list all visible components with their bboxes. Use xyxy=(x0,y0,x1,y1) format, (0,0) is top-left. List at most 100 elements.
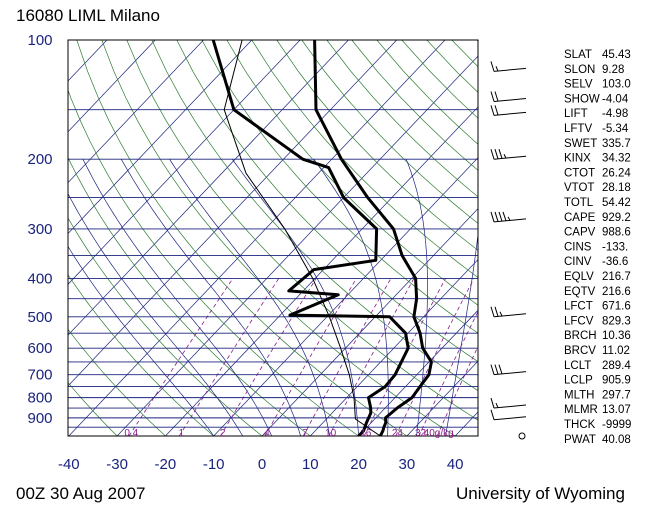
time-label: 00Z 30 Aug 2007 xyxy=(16,484,146,503)
temperature-tick-label: 0 xyxy=(258,456,266,473)
index-value: 103.0 xyxy=(602,79,631,91)
index-value: 10.36 xyxy=(602,330,631,342)
pressure-tick-label: 900 xyxy=(27,410,52,427)
index-name: LFCT xyxy=(564,301,593,313)
wind-barb xyxy=(490,91,527,103)
index-name: LCLT xyxy=(564,360,591,372)
index-name: BRCH xyxy=(564,330,597,342)
isotherm-line xyxy=(68,40,108,82)
index-value: -4.98 xyxy=(602,108,628,120)
index-name: VTOT xyxy=(564,182,594,194)
isotherm-line xyxy=(261,208,478,436)
isotherm-line xyxy=(68,40,397,387)
dry-adiabat-line xyxy=(68,381,118,436)
mixing-ratio-label: 4 xyxy=(264,428,270,439)
index-name: CINV xyxy=(564,256,592,268)
moist-adiabat-line xyxy=(169,159,330,436)
index-value: 988.6 xyxy=(602,227,631,239)
pressure-tick-label: 700 xyxy=(27,367,52,384)
index-name: EQTV xyxy=(564,286,596,298)
dry-adiabat-line xyxy=(451,40,478,68)
wind-barb xyxy=(490,61,527,72)
index-name: TOTL xyxy=(564,197,594,209)
index-name: SLON xyxy=(564,64,595,76)
mixing-ratio-line xyxy=(302,278,392,436)
pressure-tick-label: 200 xyxy=(27,151,52,168)
pressure-tick-label: 300 xyxy=(27,221,52,238)
temperature-tick-label: 40 xyxy=(447,456,464,473)
temperature-tick-label: 30 xyxy=(399,456,416,473)
index-name: SLAT xyxy=(564,49,592,61)
index-name: LFTV xyxy=(564,123,592,135)
index-value: 929.2 xyxy=(602,212,631,224)
isotherm-line xyxy=(68,40,301,285)
temperature-tick-label: -40 xyxy=(58,456,80,473)
isotherm-line xyxy=(406,360,478,436)
isotherm-line xyxy=(358,309,478,436)
temperature-tick-label: -10 xyxy=(203,456,225,473)
index-name: EQLV xyxy=(564,271,594,283)
index-value: 26.24 xyxy=(602,167,631,179)
isotherm-line xyxy=(68,40,349,336)
temperature-tick-label: -20 xyxy=(155,456,177,473)
wind-barb xyxy=(490,364,527,376)
mixing-ratio-label: 0.4 xyxy=(124,428,138,439)
index-name: CAPV xyxy=(564,227,596,239)
index-value: -133. xyxy=(602,241,628,253)
index-value: 40.08 xyxy=(602,434,631,446)
isotherm-line xyxy=(165,106,478,436)
wind-barb xyxy=(490,397,527,409)
moist-adiabat-line xyxy=(313,158,389,436)
index-value: 216.7 xyxy=(602,271,631,283)
index-value: 905.9 xyxy=(602,375,631,387)
index-value: 671.6 xyxy=(602,301,631,313)
credit-label: University of Wyoming xyxy=(456,484,625,503)
index-value: -9999 xyxy=(602,419,631,431)
index-name: MLMR xyxy=(564,404,598,416)
index-value: 297.7 xyxy=(602,389,631,401)
index-value: 216.6 xyxy=(602,286,631,298)
isotherm-line xyxy=(116,55,478,436)
index-value: 45.43 xyxy=(602,49,631,61)
index-name: SHOW xyxy=(564,93,600,105)
wind-barb xyxy=(490,105,527,116)
index-name: PWAT xyxy=(564,434,596,446)
index-name: LIFT xyxy=(564,108,588,120)
mixing-ratio-line xyxy=(418,310,478,436)
pressure-tick-label: 100 xyxy=(27,32,52,49)
index-name: LCLP xyxy=(564,375,593,387)
index-value: 54.42 xyxy=(602,197,631,209)
isotherm-line xyxy=(454,411,478,436)
index-value: 335.7 xyxy=(602,138,631,150)
temperature-profile-line xyxy=(313,40,433,436)
moist-adiabat-line xyxy=(82,159,273,436)
index-value: 34.32 xyxy=(602,153,631,165)
index-name: THCK xyxy=(564,419,596,431)
isotherm-line xyxy=(68,40,253,234)
moist-adiabat-line xyxy=(120,159,301,436)
temperature-tick-label: 20 xyxy=(350,456,367,473)
dry-adiabat-line xyxy=(68,89,359,436)
mixing-ratio-line xyxy=(264,278,357,436)
mixing-ratio-label: 32 xyxy=(415,428,427,439)
index-value: -4.04 xyxy=(602,93,629,105)
index-value: 289.4 xyxy=(602,360,631,372)
pressure-tick-label: 400 xyxy=(27,270,52,287)
dry-adiabat-line xyxy=(68,328,166,436)
index-name: SELV xyxy=(564,79,593,91)
mixing-ratio-label: 40g/kg xyxy=(424,428,454,439)
index-value: 829.3 xyxy=(602,315,631,327)
pressure-tick-label: 500 xyxy=(27,309,52,326)
parcel-path-line xyxy=(223,40,381,436)
index-name: LFCV xyxy=(564,315,594,327)
temperature-tick-label: 10 xyxy=(302,456,319,473)
mixing-ratio-label: 10 xyxy=(325,428,337,439)
index-value: 28.18 xyxy=(602,182,631,194)
mixing-ratio-label: 16 xyxy=(360,428,372,439)
index-value: -5.34 xyxy=(602,123,629,135)
mixing-ratio-label: 2 xyxy=(220,428,226,439)
index-name: CAPE xyxy=(564,212,596,224)
index-name: BRCV xyxy=(564,345,596,357)
wind-barb xyxy=(490,211,527,223)
index-name: SWET xyxy=(564,138,597,150)
